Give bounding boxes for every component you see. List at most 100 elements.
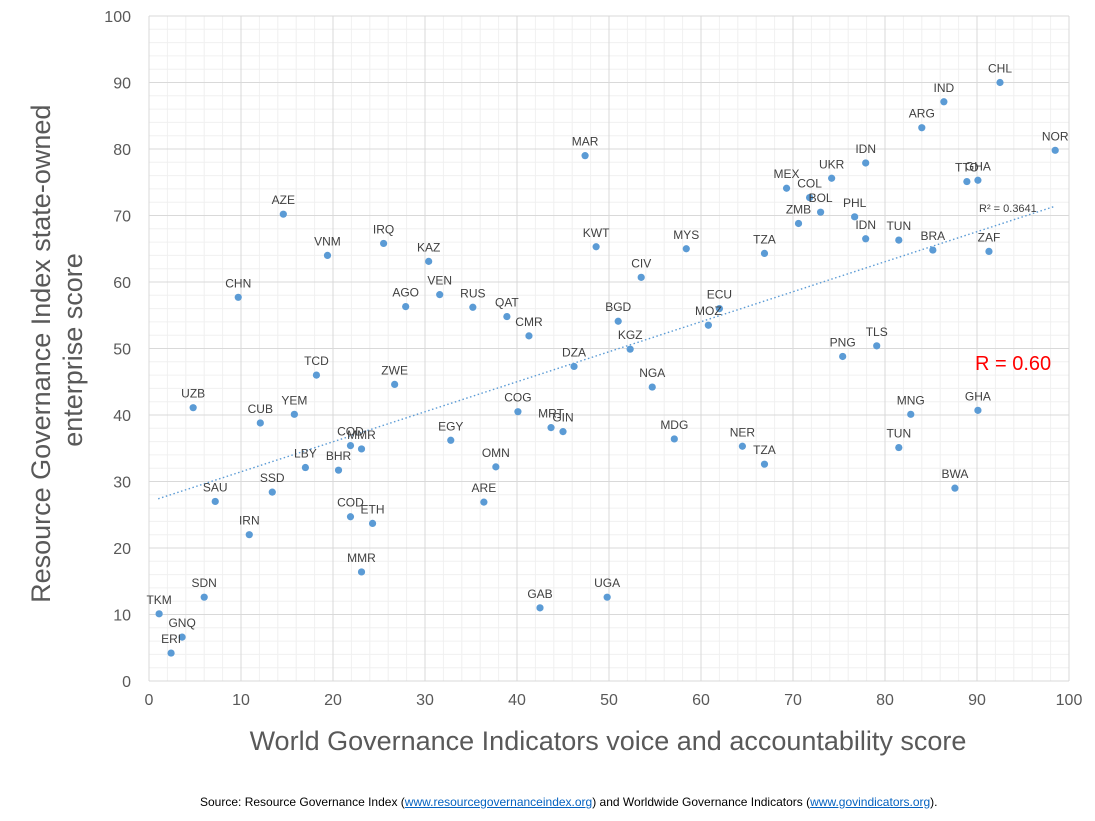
data-point <box>918 124 926 132</box>
y-tick-label: 10 <box>113 608 131 625</box>
data-point <box>167 649 175 657</box>
point-label: MAR <box>572 135 599 149</box>
data-point <box>492 463 500 471</box>
data-point <box>682 245 690 253</box>
data-point <box>895 236 903 244</box>
y-tick-label: 60 <box>113 275 131 292</box>
x-tick-label: 90 <box>968 692 986 709</box>
data-point <box>469 303 477 311</box>
point-label: ECU <box>707 288 732 302</box>
point-label: LBY <box>294 447 317 461</box>
y-tick-label: 90 <box>113 76 131 93</box>
point-label: ARE <box>472 481 497 495</box>
point-label: NOR <box>1042 129 1069 143</box>
point-label: TKM <box>146 593 171 607</box>
source-prefix: Source: Resource Governance Index ( <box>200 795 405 809</box>
data-point <box>570 362 578 371</box>
y-tick-label: 80 <box>113 142 131 159</box>
data-point <box>951 484 959 492</box>
point-label: QAT <box>495 296 519 310</box>
x-axis-title: World Governance Indicators voice and ac… <box>250 726 967 756</box>
data-point <box>301 463 309 472</box>
gridlines <box>148 15 1070 682</box>
point-label: YEM <box>281 393 307 407</box>
data-point <box>178 633 186 641</box>
data-point <box>368 519 377 527</box>
point-label: BRA <box>920 229 945 243</box>
x-tick-label: 50 <box>600 692 618 709</box>
y-tick-label: 100 <box>104 9 131 26</box>
y-axis-title-line-1: Resource Governance Index state-owned <box>26 105 56 603</box>
point-label: KGZ <box>618 328 643 342</box>
data-point <box>592 243 600 251</box>
r-squared-label: R² = 0.3641 <box>979 203 1037 215</box>
data-points <box>155 78 1059 657</box>
data-point <box>547 424 555 432</box>
point-label: KAZ <box>417 240 440 254</box>
point-label: COD <box>337 425 364 439</box>
data-point <box>794 219 803 228</box>
point-label: CHL <box>988 62 1012 76</box>
point-label: TUN <box>886 427 911 441</box>
data-point <box>996 78 1004 87</box>
wgi-link[interactable]: www.govindicators.org <box>810 795 931 809</box>
point-label: IND <box>934 81 955 95</box>
data-point <box>581 152 589 160</box>
point-label: BOL <box>809 191 833 205</box>
point-label: ZWE <box>381 363 408 377</box>
rgi-link[interactable]: www.resourcegovernanceindex.org <box>404 795 593 809</box>
point-label: BHR <box>326 449 352 463</box>
data-point <box>873 342 881 350</box>
data-point <box>603 593 611 601</box>
point-label: PNG <box>830 335 856 349</box>
point-label: GHA <box>965 159 991 173</box>
data-point <box>525 332 533 340</box>
point-label: OMN <box>482 446 510 460</box>
point-label: CMR <box>515 315 543 329</box>
point-label: CUB <box>248 402 273 416</box>
point-label: ETH <box>361 502 385 516</box>
point-label: VNM <box>314 234 341 248</box>
data-point <box>559 428 567 436</box>
source-suffix: ). <box>930 795 938 809</box>
data-point <box>704 321 712 329</box>
point-label: UKR <box>819 157 845 171</box>
point-labels: TKM GNQ ERI UZB SDN SAU CHN IRN CUB SSD AZE YEM LBY T… <box>146 62 1068 647</box>
data-point <box>234 293 242 301</box>
point-label: KWT <box>583 226 610 240</box>
y-axis-title-line-2: enterprise score <box>58 253 88 447</box>
y-tick-label: 50 <box>113 342 131 359</box>
point-label: IDN <box>855 218 876 232</box>
point-label: SAU <box>203 480 228 494</box>
point-label: IDN <box>855 142 876 156</box>
data-point <box>895 443 903 452</box>
trendline-group <box>157 205 1056 500</box>
y-tick-label: 70 <box>113 209 131 226</box>
data-point <box>357 445 366 453</box>
data-point <box>357 568 366 576</box>
point-label: IRN <box>239 514 260 528</box>
point-label: MEX <box>774 167 800 181</box>
data-point <box>290 410 298 418</box>
data-point <box>760 249 769 258</box>
data-point <box>760 460 769 468</box>
data-point <box>828 174 836 182</box>
data-point <box>963 177 971 186</box>
point-label: VEN <box>427 274 452 288</box>
point-label: MMR <box>347 428 376 442</box>
data-point <box>346 441 355 450</box>
y-tick-label: 30 <box>113 475 131 492</box>
source-note: Source: Resource Governance Index (www.r… <box>200 795 938 809</box>
data-point <box>715 305 724 313</box>
data-point <box>985 247 993 256</box>
data-point <box>817 208 825 216</box>
point-label: UGA <box>594 576 620 590</box>
data-point <box>155 610 163 618</box>
data-point <box>907 410 915 418</box>
r-value-annotation: R = 0.60 <box>975 353 1051 375</box>
point-label: TUN <box>886 219 911 233</box>
x-tick-label: 100 <box>1056 692 1083 709</box>
data-point <box>425 257 433 265</box>
data-point <box>503 312 511 321</box>
